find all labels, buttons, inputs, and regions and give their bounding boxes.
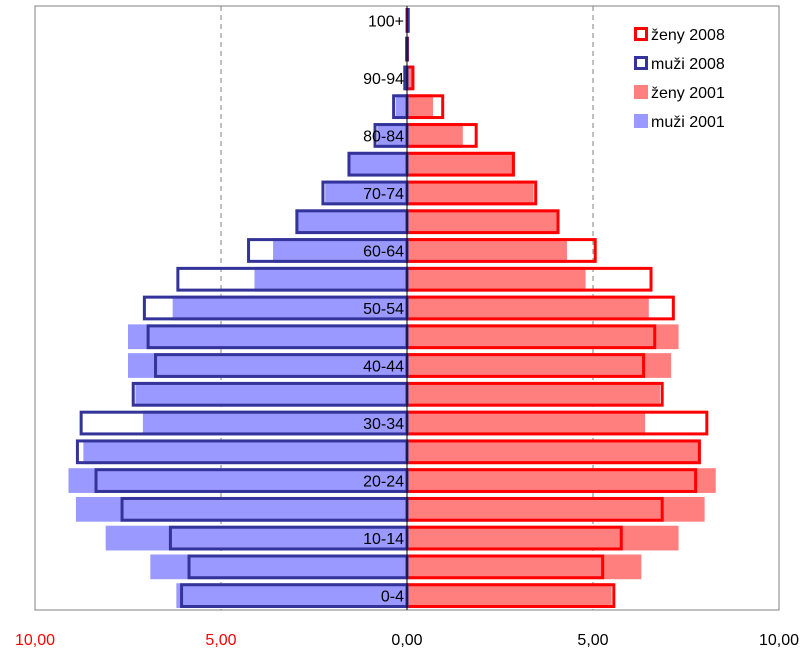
bar-ženy-2001 [407, 525, 679, 551]
bar-muži-2001 [68, 468, 407, 493]
legend-swatch [634, 27, 648, 41]
age-group-label: 10-14 [363, 531, 404, 548]
age-group-label: 20-24 [363, 474, 404, 491]
bar-ženy-2001 [407, 151, 515, 177]
age-group-label: 50-54 [363, 301, 404, 318]
bar-muži-2001 [347, 151, 407, 177]
bar-ženy-2001 [407, 180, 534, 206]
bar-ženy-2001 [407, 583, 612, 608]
bar-muži-2001 [128, 324, 407, 350]
bar-ženy-2001 [407, 554, 642, 580]
age-group-label: 60-64 [363, 243, 404, 260]
bar-ženy-2001 [407, 266, 586, 292]
bar-muži-2001 [135, 381, 407, 407]
bar-ženy-2001 [407, 238, 567, 263]
bar-muži-2001 [176, 583, 407, 608]
bar-ženy-2001 [407, 468, 716, 493]
legend-label: ženy 2008 [651, 27, 725, 44]
bar-muži-2001 [172, 295, 407, 321]
bar-muži-2001 [377, 123, 407, 148]
age-group-label: 30-34 [363, 416, 404, 433]
age-group-label: 0-4 [381, 589, 404, 606]
bars-2008 [75, 8, 709, 608]
bar-ženy-2001 [407, 65, 413, 91]
legend-swatch [634, 85, 648, 99]
legend-swatch [634, 114, 648, 128]
legend-label: ženy 2001 [651, 85, 725, 102]
bar-muži-2008 [406, 8, 410, 33]
age-group-label: 100+ [368, 13, 404, 30]
bar-muži-2001 [325, 180, 407, 206]
bar-ženy-2001 [407, 94, 434, 120]
bar-muži-2001 [128, 353, 407, 378]
bar-ženy-2001 [407, 439, 701, 465]
bar-muži-2001 [105, 525, 408, 551]
bar-ženy-2001 [407, 324, 679, 350]
age-group-label: 80-84 [363, 128, 404, 145]
bar-muži-2001 [75, 496, 408, 522]
x-tick-label: 10,00 [759, 632, 799, 649]
legend-label: muži 2001 [651, 114, 725, 131]
x-tick-label: 5,00 [577, 632, 608, 649]
bar-ženy-2001 [407, 381, 660, 407]
bar-ženy-2001 [407, 295, 649, 321]
age-group-label: 70-74 [363, 186, 404, 203]
bar-muži-2001 [150, 554, 407, 580]
bar-ženy-2001 [407, 209, 560, 235]
bar-muži-2001 [142, 410, 407, 436]
bar-muži-2001 [254, 266, 407, 292]
age-group-label: 90-94 [363, 71, 404, 88]
bar-ženy-2001 [407, 123, 463, 148]
bar-muži-2001 [295, 209, 407, 235]
x-tick-label: 5,00 [205, 632, 236, 649]
x-axis-tick-labels: 10,00 5,00 0,00 5,00 10,00 [15, 632, 799, 649]
bar-muži-2001 [83, 439, 408, 465]
bar-ženy-2001 [407, 496, 705, 522]
legend: ženy 2008 muži 2008 ženy 2001 muži 2001 [634, 27, 725, 131]
age-group-label: 40-44 [363, 359, 404, 376]
bar-muži-2001 [395, 94, 407, 120]
age-group-labels: 0-4 10-14 20-24 30-34 40-44 50-54 60-64 70-74 80… [363, 13, 404, 605]
bar-ženy-2001 [407, 353, 672, 378]
legend-label: muži 2008 [651, 56, 725, 73]
bar-ženy-2001 [407, 410, 646, 436]
x-tick-label: 10,00 [15, 632, 55, 649]
x-tick-label: 0,00 [391, 632, 422, 649]
bar-muži-2001 [273, 238, 407, 263]
legend-swatch [634, 56, 648, 70]
